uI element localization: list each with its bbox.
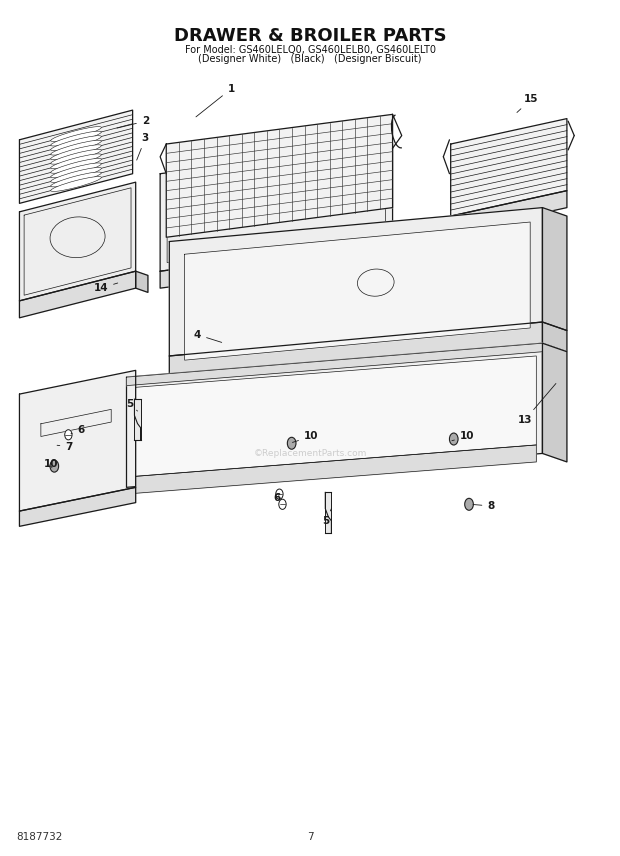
Text: ©ReplacementParts.com: ©ReplacementParts.com xyxy=(254,449,366,458)
Text: 15: 15 xyxy=(517,94,539,112)
Ellipse shape xyxy=(51,158,101,173)
Circle shape xyxy=(50,461,59,472)
Ellipse shape xyxy=(51,131,101,146)
Text: 14: 14 xyxy=(94,283,118,293)
Text: 2: 2 xyxy=(117,116,149,128)
Polygon shape xyxy=(19,371,136,511)
Text: For Model: GS460LELQ0, GS460LELB0, GS460LELT0: For Model: GS460LELQ0, GS460LELB0, GS460… xyxy=(185,45,435,55)
Polygon shape xyxy=(126,343,542,385)
Text: (Designer White)   (Black)   (Designer Biscuit): (Designer White) (Black) (Designer Biscu… xyxy=(198,54,422,64)
Circle shape xyxy=(279,499,286,509)
Text: 6: 6 xyxy=(71,425,85,435)
Polygon shape xyxy=(451,191,567,233)
Polygon shape xyxy=(126,343,542,487)
Polygon shape xyxy=(166,115,392,237)
Polygon shape xyxy=(392,241,408,259)
Text: 6: 6 xyxy=(273,492,281,502)
Ellipse shape xyxy=(51,149,101,164)
Text: 5: 5 xyxy=(126,399,138,411)
Text: 1: 1 xyxy=(196,84,235,117)
Circle shape xyxy=(450,433,458,445)
Polygon shape xyxy=(19,271,136,318)
Text: DRAWER & BROILER PARTS: DRAWER & BROILER PARTS xyxy=(174,27,446,45)
Polygon shape xyxy=(19,487,136,526)
Text: 8187732: 8187732 xyxy=(16,832,63,841)
Text: 10: 10 xyxy=(44,459,58,468)
Ellipse shape xyxy=(51,136,101,151)
Ellipse shape xyxy=(51,176,101,192)
Polygon shape xyxy=(136,445,536,493)
Polygon shape xyxy=(542,208,567,330)
Circle shape xyxy=(287,437,296,449)
Text: 7: 7 xyxy=(57,442,73,452)
FancyBboxPatch shape xyxy=(326,492,332,533)
Text: 5: 5 xyxy=(322,508,332,526)
Text: 10: 10 xyxy=(293,431,319,443)
Text: 13: 13 xyxy=(518,383,556,425)
Ellipse shape xyxy=(51,163,101,178)
Polygon shape xyxy=(451,119,567,216)
Text: 10: 10 xyxy=(452,431,474,442)
Polygon shape xyxy=(19,182,136,300)
Ellipse shape xyxy=(51,168,101,182)
Polygon shape xyxy=(160,241,392,288)
Polygon shape xyxy=(136,356,536,476)
Polygon shape xyxy=(542,343,567,462)
Polygon shape xyxy=(169,322,542,377)
Ellipse shape xyxy=(51,127,101,141)
Text: 3: 3 xyxy=(136,133,149,160)
Circle shape xyxy=(465,498,473,510)
Text: 7: 7 xyxy=(307,832,313,841)
Polygon shape xyxy=(19,110,133,204)
Polygon shape xyxy=(185,222,530,360)
Text: 4: 4 xyxy=(194,330,222,342)
Polygon shape xyxy=(160,144,392,271)
Text: 8: 8 xyxy=(473,501,495,511)
Ellipse shape xyxy=(51,154,101,169)
Polygon shape xyxy=(169,208,542,356)
FancyBboxPatch shape xyxy=(135,399,141,440)
Polygon shape xyxy=(136,271,148,293)
Ellipse shape xyxy=(51,145,101,159)
Circle shape xyxy=(64,430,72,440)
Circle shape xyxy=(276,489,283,499)
Ellipse shape xyxy=(51,172,101,187)
Polygon shape xyxy=(542,322,567,352)
Ellipse shape xyxy=(51,140,101,155)
